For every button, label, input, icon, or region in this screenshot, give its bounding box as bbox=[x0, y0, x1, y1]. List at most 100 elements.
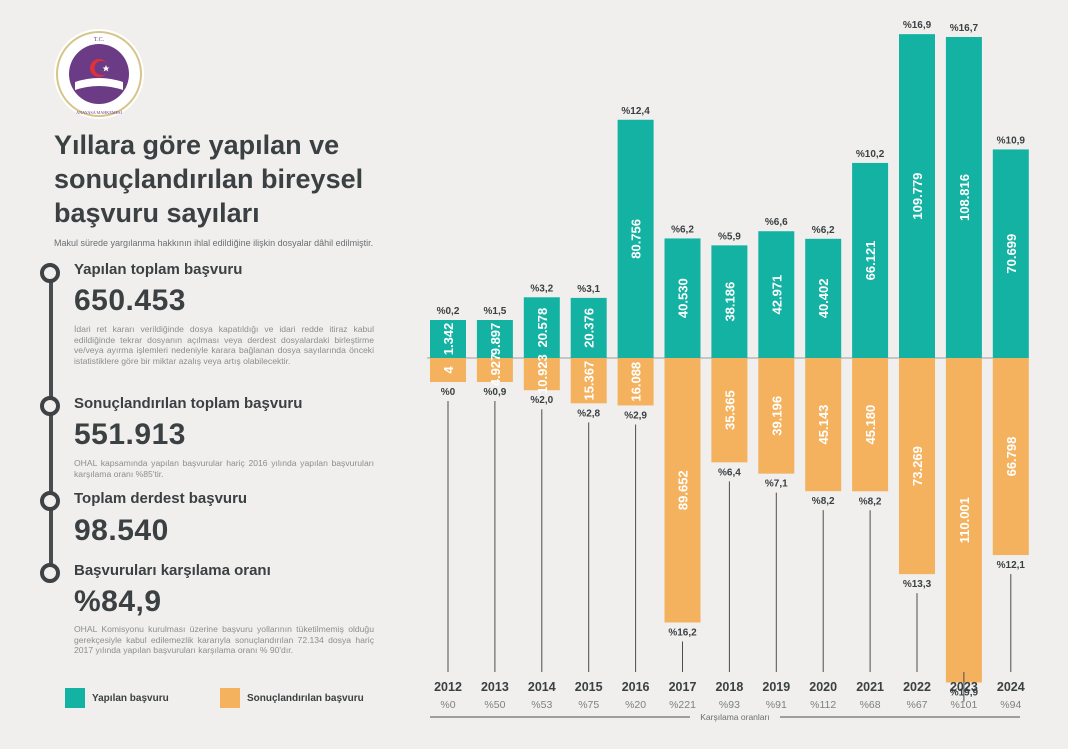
coverage-ratio-label: %75 bbox=[578, 699, 599, 711]
bar-made bbox=[899, 34, 935, 359]
bar-concluded-share-label: %8,2 bbox=[812, 496, 835, 507]
bar-made-share-label: %5,9 bbox=[718, 231, 741, 242]
bar-made-share-label: %10,2 bbox=[856, 149, 885, 160]
bar-concluded-share-label: %7,1 bbox=[765, 479, 788, 490]
x-tick-label: 2017 bbox=[669, 680, 697, 694]
bar-concluded-share-label: %13,3 bbox=[903, 579, 932, 590]
bar-concluded-share-label: %6,4 bbox=[718, 467, 741, 478]
coverage-ratio-label: %0 bbox=[440, 699, 455, 711]
bar-concluded bbox=[945, 358, 982, 683]
stat-label-pending: Toplam derdest başvuru bbox=[74, 490, 248, 507]
bar-concluded bbox=[664, 358, 701, 623]
bar-concluded-value-label: 110.001 bbox=[957, 497, 972, 543]
bar-concluded-share-label: %0 bbox=[441, 387, 456, 398]
bar-made-value-label: 70.699 bbox=[1004, 234, 1019, 274]
bar-concluded-value-label: 73.269 bbox=[910, 446, 925, 486]
timeline-dot bbox=[40, 491, 60, 511]
coverage-ratio-label: %93 bbox=[719, 699, 740, 711]
bar-made bbox=[570, 297, 607, 358]
bar-made bbox=[852, 162, 889, 358]
bar-concluded-value-label: 35.365 bbox=[722, 390, 737, 430]
bar-made-value-label: 1.342 bbox=[441, 323, 456, 356]
coverage-ratio-label: %50 bbox=[484, 699, 505, 711]
bar-made-value-label: 38.186 bbox=[722, 282, 737, 322]
coverage-ratio-label: %221 bbox=[669, 699, 696, 711]
x-tick-label: 2024 bbox=[997, 680, 1025, 694]
bar-made-value-label: 20.376 bbox=[582, 308, 597, 348]
bar-concluded bbox=[852, 358, 889, 492]
logo-bottom-text: ANAYASA MAHKEMESİ bbox=[76, 110, 122, 115]
stat-value-total-applications: 650.453 bbox=[74, 284, 186, 317]
bar-made-value-label: 109.779 bbox=[910, 173, 925, 220]
bar-made-share-label: %3,2 bbox=[530, 283, 553, 294]
x-tick-label: 2021 bbox=[856, 680, 884, 694]
bar-concluded-value-label: 45.143 bbox=[816, 405, 831, 445]
coverage-ratio-label: %53 bbox=[531, 699, 552, 711]
bar-concluded bbox=[899, 358, 935, 575]
stat-note-total-applications: İdari ret kararı verildiğinde dosya kapa… bbox=[74, 324, 374, 366]
coverage-ratio-label: %67 bbox=[906, 699, 927, 711]
bar-made-value-label: 80.756 bbox=[629, 219, 644, 259]
bar-made-share-label: %10,9 bbox=[997, 135, 1026, 146]
bar-concluded bbox=[570, 358, 607, 404]
legend-swatch-made bbox=[65, 688, 85, 708]
bar-made-share-label: %6,2 bbox=[671, 224, 694, 235]
bar-made bbox=[523, 297, 560, 358]
timeline-dot bbox=[40, 263, 60, 283]
x-tick-label: 2015 bbox=[575, 680, 603, 694]
bar-concluded-value-label: 10.923 bbox=[535, 354, 550, 394]
x-axis-caption: Karşılama oranları bbox=[700, 712, 769, 722]
bar-concluded bbox=[805, 358, 842, 492]
bar-made bbox=[664, 238, 701, 358]
constitutional-court-logo: T.C. ANAYASA MAHKEMESİ bbox=[54, 29, 144, 119]
bar-concluded bbox=[711, 358, 748, 463]
bar-made bbox=[617, 119, 654, 358]
coverage-ratio-label: %91 bbox=[766, 699, 787, 711]
bar-concluded-share-label: %2,9 bbox=[624, 410, 647, 421]
bar-made bbox=[945, 36, 982, 359]
bar-made bbox=[430, 320, 466, 358]
bar-concluded bbox=[523, 358, 560, 391]
bar-made-share-label: %0,2 bbox=[437, 306, 460, 317]
bar-concluded-value-label: 45.180 bbox=[863, 405, 878, 445]
bar-made-share-label: %6,6 bbox=[765, 217, 788, 228]
bar-made bbox=[992, 149, 1029, 358]
x-tick-label: 2012 bbox=[434, 680, 462, 694]
timeline-line bbox=[49, 268, 53, 580]
coverage-ratio-label: %20 bbox=[625, 699, 646, 711]
bar-concluded-share-label: %12,1 bbox=[997, 560, 1026, 571]
bar-concluded-share-label: %16,2 bbox=[668, 627, 697, 638]
bar-concluded-value-label: 15.367 bbox=[582, 361, 597, 401]
bar-made-share-label: %1,5 bbox=[484, 306, 507, 317]
bar-concluded-share-label: %0,9 bbox=[484, 387, 507, 398]
bar-made-value-label: 9.897 bbox=[488, 323, 503, 356]
bar-made-value-label: 40.402 bbox=[816, 279, 831, 319]
stat-note-concluded: OHAL kapsamında yapılan başvurular hariç… bbox=[74, 458, 374, 479]
bar-concluded-value-label: 89.652 bbox=[676, 470, 691, 510]
coverage-ratio-label: %112 bbox=[810, 699, 836, 711]
x-tick-label: 2023 bbox=[950, 680, 978, 694]
logo-top-text: T.C. bbox=[94, 37, 105, 43]
bar-concluded-value-label: 66.798 bbox=[1004, 437, 1019, 477]
stat-label-concluded: Sonuçlandırılan toplam başvuru bbox=[74, 395, 303, 412]
bar-concluded-value-label: 16.088 bbox=[629, 362, 644, 402]
bar-made-share-label: %16,7 bbox=[950, 23, 979, 34]
coverage-ratio-label: %68 bbox=[860, 699, 881, 711]
page-title: Yıllara göre yapılan ve sonuçlandırılan … bbox=[54, 130, 364, 228]
legend-label-concluded: Sonuçlandırılan başvuru bbox=[247, 693, 364, 704]
legend-label-made: Yapılan başvuru bbox=[92, 693, 169, 704]
bar-made bbox=[711, 245, 748, 358]
x-tick-label: 2019 bbox=[762, 680, 790, 694]
bar-made bbox=[758, 231, 795, 358]
bar-concluded-value-label: 4.927 bbox=[488, 354, 503, 387]
bar-concluded-value-label: 4 bbox=[441, 366, 456, 374]
page-subtitle: Makul sürede yargılanma hakkının ihlal e… bbox=[54, 238, 374, 248]
bar-made-share-label: %6,2 bbox=[812, 225, 835, 236]
x-tick-label: 2020 bbox=[809, 680, 837, 694]
bar-concluded-value-label: 39.196 bbox=[769, 396, 784, 436]
bar-made bbox=[805, 238, 842, 358]
bar-made-value-label: 20.578 bbox=[535, 308, 550, 348]
stat-value-coverage: %84,9 bbox=[74, 585, 162, 618]
coverage-ratio-label: %94 bbox=[1000, 699, 1021, 711]
